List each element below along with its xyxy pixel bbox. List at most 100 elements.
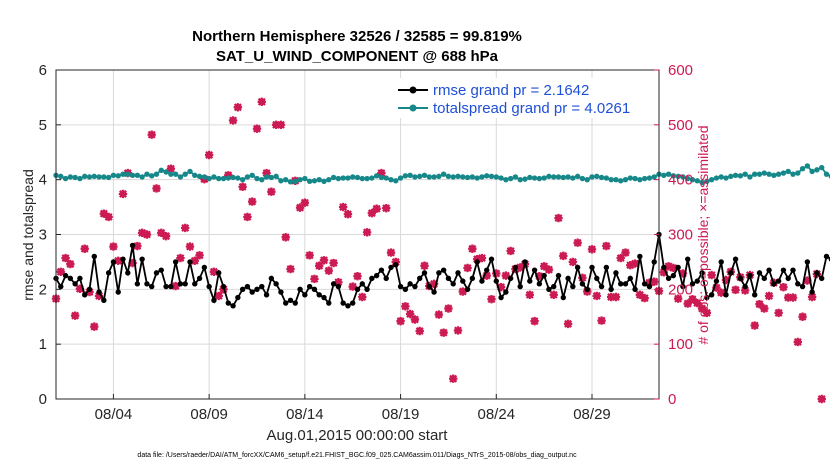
rmse-point <box>780 267 787 273</box>
spread-point <box>62 175 69 182</box>
spread-point <box>641 175 648 182</box>
obs-assimilated-point <box>702 308 712 318</box>
obs-assimilated-point <box>592 291 601 301</box>
obs-assimilated-point <box>707 270 716 280</box>
spread-point <box>105 174 112 181</box>
obs-assimilated-point <box>449 374 458 383</box>
rmse-point <box>263 292 270 298</box>
obs-assimilated-point <box>94 291 104 301</box>
obs-assimilated-point <box>635 290 645 300</box>
rmse-point <box>244 283 251 290</box>
spread-point <box>373 173 380 179</box>
spread-point <box>713 175 720 181</box>
rmse-point <box>704 294 710 301</box>
obs-assimilated-point <box>382 203 391 213</box>
obs-assimilated-point <box>70 311 80 320</box>
right-tick-label: 100 <box>668 336 693 353</box>
spread-point <box>728 173 734 180</box>
x-tick-label: 08/19 <box>382 406 420 423</box>
spread-point <box>785 168 791 175</box>
rmse-point <box>503 289 509 295</box>
obs-assimilated-point <box>602 241 611 251</box>
obs-assimilated-point <box>329 258 338 268</box>
rmse-point <box>450 281 456 287</box>
legend-spread-marker <box>409 104 417 112</box>
rmse-point <box>680 283 686 290</box>
spread-point <box>345 175 351 181</box>
spread-point <box>297 176 303 183</box>
spread-point <box>378 174 385 181</box>
spread-point <box>417 173 423 180</box>
obs-assimilated-point <box>243 212 252 222</box>
spread-point <box>464 174 471 181</box>
rmse-point <box>723 292 729 298</box>
rmse-point <box>354 286 361 293</box>
spread-point <box>144 171 150 177</box>
obs-assimilated-point <box>606 292 616 302</box>
obs-assimilated-point <box>80 244 89 253</box>
obs-assimilated-point <box>673 294 683 303</box>
spread-point <box>335 175 342 182</box>
obs-assimilated-point <box>410 315 420 324</box>
y-axis-label: rmse and totalspread <box>20 169 36 301</box>
obs-assimilated-point <box>429 279 439 289</box>
spread-point <box>254 175 260 182</box>
spread-point <box>723 175 729 181</box>
obs-assimilated-point <box>142 230 152 239</box>
obs-assimilated-point <box>568 257 578 267</box>
obs-assimilated-point <box>377 168 386 178</box>
obs-assimilated-point <box>803 276 812 285</box>
spread-point <box>531 175 538 181</box>
spread-point <box>742 171 748 177</box>
spread-point <box>321 178 327 185</box>
right-tick-label: 600 <box>668 62 693 79</box>
obs-assimilated-point <box>286 264 295 274</box>
spread-point <box>96 174 102 180</box>
obs-assimilated-point <box>554 213 563 223</box>
spread-point <box>91 173 97 180</box>
spread-point <box>125 171 131 177</box>
obs-assimilated-point <box>214 291 223 301</box>
spread-point <box>278 178 284 184</box>
rmse-point <box>469 275 476 282</box>
rmse-point <box>685 256 691 262</box>
spread-point <box>211 174 217 180</box>
spread-point <box>507 175 514 182</box>
obs-assimilated-point <box>453 326 463 335</box>
spread-point <box>206 175 212 182</box>
obs-assimilated-point <box>755 299 764 309</box>
data-file-footer: data file: /Users/raeder/DAI/ATM_forcXX/… <box>137 452 577 459</box>
spread-point <box>814 167 820 173</box>
obs-assimilated-point <box>114 256 123 266</box>
obs-assimilated-point <box>271 120 281 130</box>
spread-point <box>330 174 337 181</box>
rmse-point <box>747 272 753 279</box>
rmse-point <box>756 270 763 276</box>
rmse-point <box>402 286 409 293</box>
spread-point <box>397 175 404 181</box>
rmse-point <box>239 286 246 293</box>
spread-point <box>450 174 456 180</box>
rmse-point <box>311 286 318 293</box>
left-tick-label: 1 <box>39 336 47 353</box>
left-tick-label: 6 <box>39 62 47 79</box>
obs-assimilated-point <box>669 263 678 273</box>
rmse-point <box>536 281 543 287</box>
spread-point <box>340 175 346 181</box>
obs-assimilated-point <box>678 269 688 278</box>
spread-point <box>359 175 365 182</box>
obs-assimilated-point <box>793 337 802 347</box>
rmse-point <box>771 281 777 287</box>
rmse-point <box>551 283 557 290</box>
spread-point <box>795 170 801 176</box>
spread-point <box>498 175 504 181</box>
spread-point <box>737 173 744 179</box>
spread-point <box>804 163 811 169</box>
spread-point <box>718 174 724 180</box>
obs-assimilated-point <box>774 308 783 318</box>
rmse-point <box>565 275 571 282</box>
rmse-point <box>225 300 231 306</box>
rmse-point <box>196 275 203 282</box>
